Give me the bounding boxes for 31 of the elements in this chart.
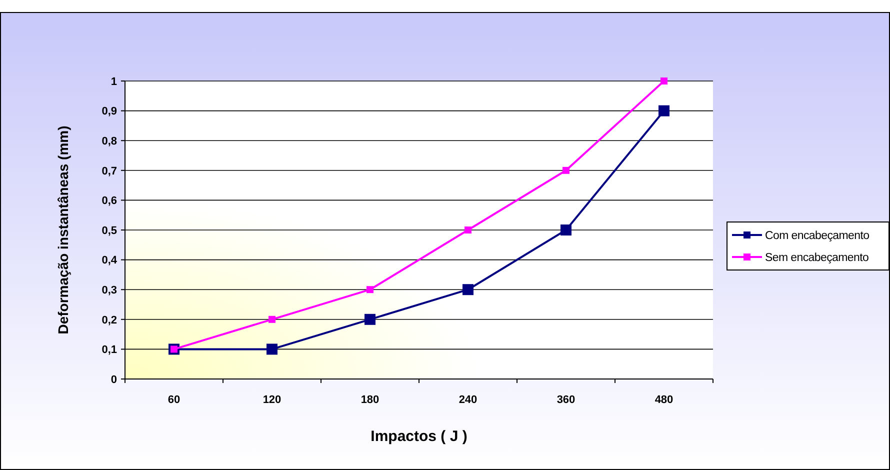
point [464, 226, 472, 234]
y-tick-label: 0,3 [102, 284, 117, 296]
x-tick-label: 60 [168, 394, 180, 406]
point [562, 166, 570, 174]
y-tick-label: 0,8 [102, 135, 117, 148]
point [364, 314, 376, 325]
y-tick-label: 0 [110, 374, 117, 386]
x-tick-label: 360 [556, 394, 576, 406]
y-tick-label: 0,6 [102, 195, 117, 208]
x-tick-label: 480 [654, 394, 674, 406]
legend-label: Sem encabeçamento [765, 252, 869, 264]
y-tick-label: 0,2 [102, 314, 117, 326]
y-tick-label: 0,5 [102, 224, 117, 237]
y-tick-label: 0,9 [102, 106, 117, 118]
point [462, 284, 474, 296]
legend-label: Com encabeçamento [765, 230, 870, 242]
y-tick-label: 0,4 [102, 254, 118, 267]
y-tick-label: 1 [110, 76, 117, 88]
y-tick-label: 0,7 [102, 165, 117, 178]
x-axis-title: Impactos ( J ) [370, 428, 468, 445]
point [660, 78, 668, 84]
y-tick-label: 0,1 [102, 344, 117, 356]
point [658, 105, 670, 116]
point [268, 316, 276, 323]
point [266, 344, 278, 355]
x-tick-label: 240 [458, 394, 478, 406]
point [560, 224, 572, 236]
point [366, 286, 374, 294]
y-axis-title: Deformação instantâneas (mm) [55, 126, 71, 334]
x-tick-label: 120 [262, 394, 282, 406]
x-tick-label: 180 [360, 394, 380, 406]
